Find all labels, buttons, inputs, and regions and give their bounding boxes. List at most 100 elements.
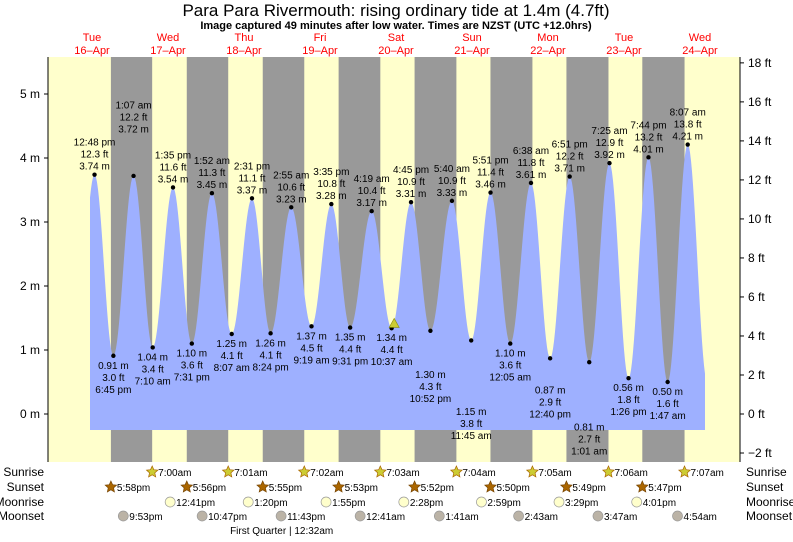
high-tide-ft: 11.8 ft <box>517 158 544 169</box>
row-label-moonset: Moonset <box>0 509 45 523</box>
high-tide-point <box>488 190 493 195</box>
y-tick-label-ft: 16 ft <box>748 95 772 109</box>
low-tide-ft: 3.0 ft <box>102 373 124 384</box>
high-tide-m: 4.21 m <box>672 132 703 143</box>
sunset-icon <box>483 480 498 493</box>
moonrise-icon <box>242 496 254 508</box>
y-tick-label-ft: −2 ft <box>748 446 772 460</box>
low-tide-m: 0.50 m <box>652 387 683 398</box>
low-tide-ft: 3.8 ft <box>460 419 482 430</box>
moonset-time: 1:41am <box>445 512 478 523</box>
low-tide-ft: 1.8 ft <box>617 395 639 406</box>
moonset-time: 10:47pm <box>208 512 247 523</box>
low-tide-ft: 4.4 ft <box>339 345 361 356</box>
sunset-icon <box>180 480 194 493</box>
moonset-time: 2:43am <box>525 512 558 523</box>
high-tide-ft: 10.6 ft <box>277 182 305 193</box>
low-tide-label: 0.81 m2.7 ft1:01 am <box>571 423 607 458</box>
day-label: Tue <box>615 32 634 44</box>
high-tide-time: 1:35 pm <box>155 150 191 161</box>
low-tide-m: 1.35 m <box>335 333 366 344</box>
sunset-time: 5:49pm <box>572 483 605 494</box>
high-tide-ft: 12.2 ft <box>556 152 584 163</box>
high-tide-ft: 10.9 ft <box>397 177 425 188</box>
sunset-time: 5:53pm <box>345 483 378 494</box>
low-tide-label: 0.50 m1.6 ft1:47 am <box>650 387 686 422</box>
high-tide-m: 3.71 m <box>554 164 585 175</box>
high-tide-point <box>528 180 534 186</box>
row-label-right-sunset: Sunset <box>746 480 784 494</box>
high-tide-ft: 12.9 ft <box>596 138 624 149</box>
date-label: 24–Apr <box>682 45 718 57</box>
low-tide-time: 10:52 pm <box>410 394 452 405</box>
low-tide-m: 0.56 m <box>613 383 644 394</box>
high-tide-point <box>449 198 455 204</box>
sunset-time: 5:52pm <box>421 483 454 494</box>
high-tide-m: 3.74 m <box>79 162 110 173</box>
low-tide-time: 12:05 am <box>489 373 531 384</box>
high-tide-time: 2:31 pm <box>234 161 270 172</box>
date-label: 18–Apr <box>226 45 262 57</box>
y-tick-label-ft: 6 ft <box>748 290 765 304</box>
low-tide-m: 0.87 m <box>535 386 566 397</box>
low-tide-point <box>626 375 631 381</box>
row-label-right-sunrise: Sunrise <box>746 465 787 479</box>
day-label: Tue <box>83 32 102 44</box>
high-tide-m: 3.72 m <box>118 125 149 136</box>
low-tide-time: 8:07 am <box>214 363 250 374</box>
low-tide-label: 1.26 m4.1 ft8:24 pm <box>253 338 289 373</box>
low-tide-point <box>268 331 273 336</box>
sunrise-icon <box>373 465 387 478</box>
high-tide-point <box>131 173 136 179</box>
low-tide-ft: 3.4 ft <box>142 364 164 375</box>
moonrise-icon <box>320 496 332 508</box>
moonset-time: 4:54am <box>684 512 717 523</box>
low-tide-ft: 4.1 ft <box>221 351 243 362</box>
sunrise-icon <box>601 465 616 478</box>
moon-phase-label: First Quarter | 12:32am <box>230 526 333 537</box>
chart-title: Para Para Rivermouth: rising ordinary ti… <box>182 1 609 20</box>
low-tide-point <box>508 341 513 346</box>
high-tide-ft: 12.3 ft <box>81 150 109 161</box>
high-tide-time: 7:44 pm <box>630 120 666 131</box>
moonset-time: 12:41am <box>366 512 405 523</box>
high-tide-point <box>408 199 414 205</box>
high-tide-m: 3.28 m <box>316 191 347 202</box>
low-tide-m: 1.30 m <box>415 370 446 381</box>
y-tick-label-ft: 12 ft <box>748 173 772 187</box>
high-tide-m: 3.17 m <box>356 198 387 209</box>
moonrise-time: 3:29pm <box>565 498 598 509</box>
high-tide-ft: 11.4 ft <box>477 168 504 179</box>
sunset-time: 5:58pm <box>117 483 150 494</box>
low-tide-label: 1.10 m3.6 ft7:31 pm <box>174 349 210 384</box>
low-tide-label: 1.04 m3.4 ft7:10 am <box>135 352 171 387</box>
low-tide-ft: 3.6 ft <box>181 361 203 372</box>
low-tide-point <box>428 328 433 333</box>
date-label: 22–Apr <box>530 45 566 57</box>
sunset-time: 5:55pm <box>269 483 302 494</box>
low-tide-m: 1.10 m <box>177 349 208 360</box>
y-tick-label-ft: 0 ft <box>748 407 765 421</box>
moonset-icon <box>433 510 445 522</box>
sunset-time: 5:50pm <box>496 483 529 494</box>
sunset-time: 5:56pm <box>193 483 226 494</box>
sunset-icon <box>559 480 573 493</box>
date-label: 23–Apr <box>606 45 642 57</box>
chart-subtitle: Image captured 49 minutes after low wate… <box>200 20 592 32</box>
low-tide-m: 1.04 m <box>137 352 168 363</box>
low-tide-point <box>189 341 195 346</box>
y-tick-label-m: 1 m <box>20 343 40 357</box>
high-tide-m: 3.61 m <box>516 170 547 181</box>
current-tide-marker <box>388 317 400 328</box>
y-tick-label-m: 4 m <box>20 151 40 165</box>
low-tide-ft: 3.6 ft <box>499 361 521 372</box>
row-label-right-moonrise: Moonrise <box>746 495 793 509</box>
